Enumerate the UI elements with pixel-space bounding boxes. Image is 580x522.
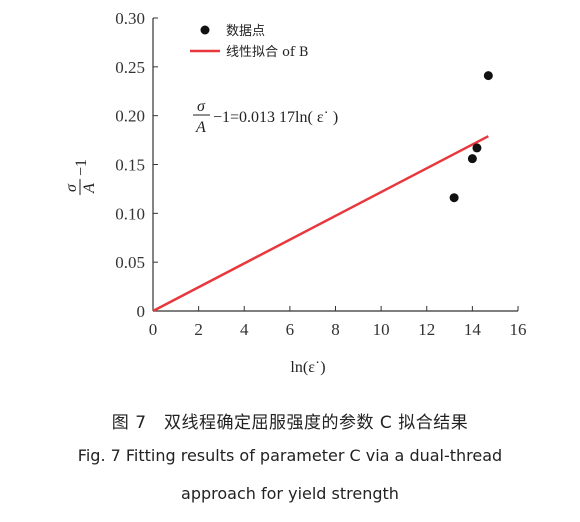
equation-annotation: σ A −1=0.013 17ln( ε˙ )	[193, 98, 338, 136]
data-point	[449, 193, 459, 203]
x-tick-label: 4	[240, 320, 249, 339]
y-tick-label: 0.30	[115, 9, 145, 28]
x-tick-label: 8	[331, 320, 340, 339]
caption-chinese: 图 7 双线程确定屈服强度的参数 C 拟合结果	[111, 413, 469, 433]
legend-marker-points	[200, 25, 210, 35]
legend-label-points: 数据点	[226, 24, 265, 39]
x-tick-label: 6	[286, 320, 295, 339]
x-tick-label: 14	[464, 320, 482, 339]
y-axis-label: σ A −1	[63, 159, 98, 195]
series-layer	[152, 71, 493, 313]
data-point	[467, 154, 477, 164]
x-tick-label: 16	[510, 320, 527, 339]
legend-label-line: 线性拟合 of B	[226, 45, 308, 60]
y-label-frac-den: A	[81, 183, 98, 194]
caption-english-line2: approach for yield strength	[181, 484, 399, 503]
chart: 0 2 4 6 8 10 12 14 16 00.050.100.150.200.250.30 …	[63, 9, 527, 376]
x-axis: 0 2 4 6 8 10 12 14 16	[149, 306, 527, 339]
x-tick-label: 0	[149, 320, 158, 339]
plot-frame	[152, 18, 518, 312]
y-tick-label: 0.25	[115, 58, 145, 77]
y-tick-label: 0.10	[115, 204, 145, 223]
x-tick-label: 12	[418, 320, 435, 339]
y-tick-label: 0.15	[115, 156, 145, 175]
y-tick-label: 0.20	[115, 107, 145, 126]
eq-frac-den: A	[195, 119, 206, 136]
eq-rest: −1=0.013 17ln( ε˙ )	[213, 109, 338, 126]
y-label-frac-num: σ	[63, 183, 80, 192]
x-tick-label: 2	[194, 320, 203, 339]
y-tick-label: 0	[137, 302, 146, 321]
x-tick-label: 10	[373, 320, 390, 339]
x-axis-label: ln(ε˙)	[290, 359, 325, 376]
y-axis: 0 0.05 0.10 0.15 0.20 0.25 0.30	[115, 9, 158, 321]
y-tick-label: 0.05	[115, 253, 145, 272]
y-label-suffix: −1	[73, 159, 90, 176]
data-point	[483, 71, 493, 81]
data-point	[472, 143, 482, 153]
fit-line	[152, 135, 489, 313]
eq-frac-num: σ	[197, 98, 206, 115]
caption-english-line1: Fig. 7 Fitting results of parameter C vi…	[77, 446, 503, 465]
legend: 数据点 线性拟合 of B	[190, 24, 308, 60]
